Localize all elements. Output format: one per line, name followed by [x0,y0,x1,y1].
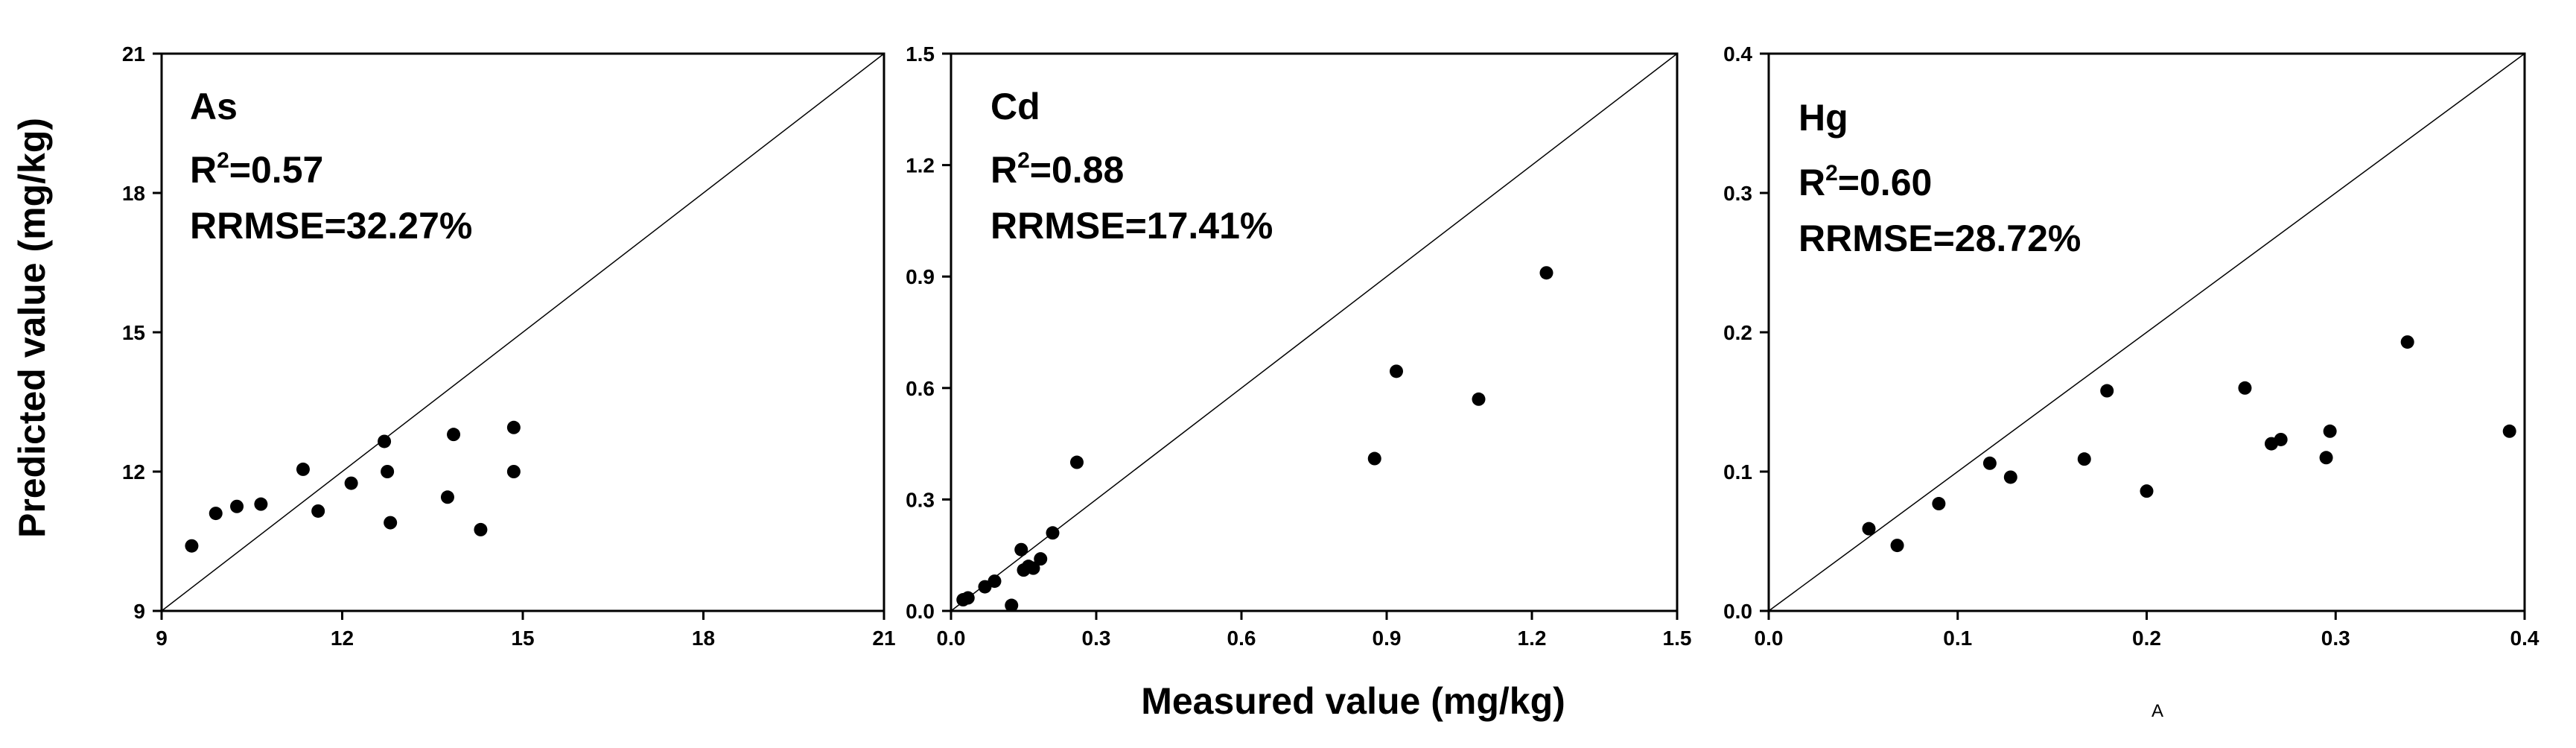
cd-y-tick-label-1: 0.3 [906,488,935,511]
cd-y-tick-label-3: 0.9 [906,265,935,288]
as-data-point-9 [384,516,398,530]
panel-as: 9 12 15 18 21 9 12 15 18 21 As R2=0.57 RRMSE=32.27% [122,42,896,650]
cd-x-tick-label-0: 0.0 [937,627,966,650]
as-data-point-10 [440,490,454,504]
cd-data-point-5 [1014,542,1028,557]
cd-r2-annotation: R2=0.88 [990,148,1124,191]
as-x-tick-label-1: 12 [331,627,354,650]
cd-x-tick-label-2: 0.6 [1227,627,1256,650]
as-rrmse-annotation: RRMSE=32.27% [190,205,472,247]
hg-data-point-2 [1932,497,1946,511]
as-data-point-3 [254,497,268,511]
hg-y-tick-label-0: 0.0 [1723,600,1752,623]
panel-footnote: A [2152,701,2163,721]
cd-data-point-1 [961,591,975,605]
cd-data-point-15 [1539,266,1553,280]
as-data-point-11 [447,428,461,442]
as-x-tick-label-4: 21 [872,627,895,650]
hg-x-tick-label-2: 0.2 [2132,627,2161,650]
hg-y-tick-label-2: 0.2 [1723,321,1752,344]
as-y-tick-label-0: 9 [133,600,145,623]
hg-y-tick-label-1: 0.1 [1723,460,1752,484]
as-x-tick-label-0: 9 [156,627,168,650]
cd-y-tick-label-5: 1.5 [906,42,935,66]
hg-data-point-7 [2140,484,2154,498]
hg-one-to-one-line [1768,53,2525,612]
hg-x-tick-label-0: 0.0 [1755,627,1784,650]
hg-data-point-13 [2400,335,2414,349]
cd-y-tick-label-2: 0.6 [906,377,935,400]
as-one-to-one-line [161,53,885,612]
x-axis-title: Measured value (mg/kg) [1141,680,1565,722]
cd-data-point-10 [1046,526,1060,540]
as-y-tick-label-3: 18 [122,182,145,205]
cd-y-tick-label-4: 1.2 [906,154,935,177]
hg-x-tick-label-1: 0.1 [1943,627,1972,650]
cd-plot-frame [950,52,1679,612]
panel-hg: 0.0 0.1 0.2 0.3 0.4 0.0 0.1 0.2 0.3 0.4 Hg R2=0.60 R… [1723,42,2540,650]
as-x-tick-label-2: 15 [511,627,534,650]
hg-data-point-10 [2274,432,2288,446]
hg-data-point-1 [1890,539,1904,553]
cd-rrmse-annotation: RRMSE=17.41% [990,205,1273,247]
cd-one-to-one-line [950,53,1678,612]
hg-data-point-11 [2319,451,2333,465]
hg-data-point-8 [2238,381,2252,395]
as-y-tick-label-4: 21 [122,42,145,66]
cd-data-point-14 [1472,392,1486,406]
hg-y-tick-label-3: 0.3 [1723,182,1752,205]
hg-data-point-14 [2502,424,2516,438]
as-data-point-12 [474,522,488,536]
hg-data-point-5 [2077,452,2091,466]
as-data-point-4 [296,462,310,476]
hg-data-point-4 [2003,470,2017,484]
as-data-point-7 [378,434,392,449]
cd-data-point-2 [978,580,992,594]
as-data-point-1 [209,507,223,521]
cd-y-tick-label-0: 0.0 [906,600,935,623]
hg-x-tick-label-4: 0.4 [2510,627,2540,650]
cd-data-point-12 [1367,451,1381,466]
cd-x-tick-label-4: 1.2 [1518,627,1547,650]
hg-r2-annotation: R2=0.60 [1799,161,1932,203]
as-data-point-5 [311,504,325,518]
hg-data-point-0 [1862,522,1876,536]
cd-x-tick-label-5: 1.5 [1663,627,1692,650]
hg-rrmse-annotation: RRMSE=28.72% [1799,218,2081,259]
hg-data-point-3 [1982,456,1997,470]
hg-panel-title: Hg [1799,97,1848,139]
as-data-point-13 [506,420,521,434]
hg-data-point-12 [2323,424,2337,438]
as-data-point-14 [506,465,521,478]
hg-data-point-6 [2100,384,2114,398]
as-y-tick-label-2: 15 [122,321,145,344]
as-r2-annotation: R2=0.57 [190,148,323,191]
as-panel-title: As [190,86,238,127]
hg-x-tick-label-3: 0.3 [2321,627,2350,650]
panel-cd: 0.0 0.3 0.6 0.9 1.2 1.5 0.0 0.3 0.6 0.9 1.2 1.5 Cd R2… [906,42,1691,650]
cd-data-point-3 [988,574,1002,589]
hg-y-tick-label-4: 0.4 [1723,42,1752,66]
as-x-tick-label-3: 18 [692,627,715,650]
cd-data-point-13 [1390,364,1403,378]
cd-data-point-11 [1070,455,1084,469]
as-y-tick-label-1: 12 [122,460,145,484]
cd-x-tick-label-3: 0.9 [1373,627,1402,650]
as-data-point-2 [230,499,244,513]
cd-data-point-8 [1026,561,1040,575]
cd-data-point-9 [1034,552,1048,566]
y-axis-title: Predicted value (mg/kg) [11,118,53,538]
cd-data-point-4 [1005,598,1019,612]
cd-x-tick-label-1: 0.3 [1082,627,1111,650]
as-data-point-6 [344,476,358,490]
as-data-point-8 [381,465,395,478]
as-data-point-0 [185,539,199,553]
cd-panel-title: Cd [990,86,1040,127]
